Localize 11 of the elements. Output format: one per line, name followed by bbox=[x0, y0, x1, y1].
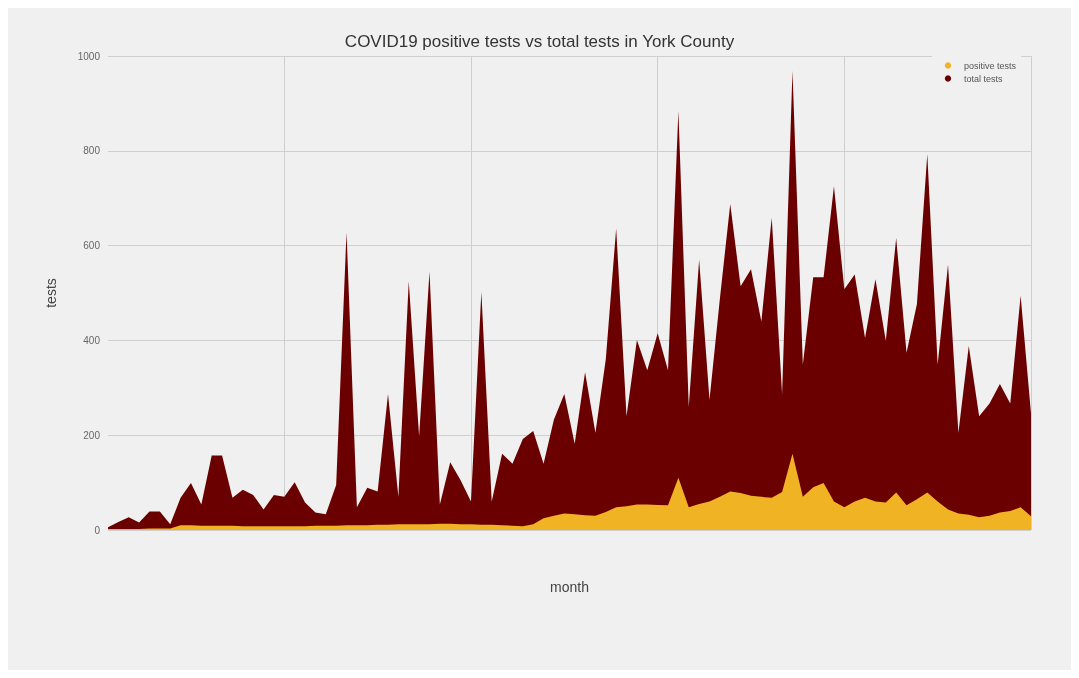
y-tick-label: 400 bbox=[83, 334, 101, 346]
y-axis-title: tests bbox=[43, 278, 59, 308]
y-tick-label: 200 bbox=[83, 429, 101, 441]
legend-label: total tests bbox=[963, 73, 1003, 84]
y-tick-label: 800 bbox=[83, 145, 101, 157]
y-tick-label: 0 bbox=[94, 524, 101, 536]
y-tick-label: 600 bbox=[83, 240, 101, 252]
chart-title: COVID19 positive tests vs total tests in York County bbox=[344, 32, 735, 51]
y-tick-label: 1000 bbox=[77, 50, 101, 62]
x-axis-title: month bbox=[550, 579, 589, 595]
legend-label: positive tests bbox=[963, 60, 1017, 71]
